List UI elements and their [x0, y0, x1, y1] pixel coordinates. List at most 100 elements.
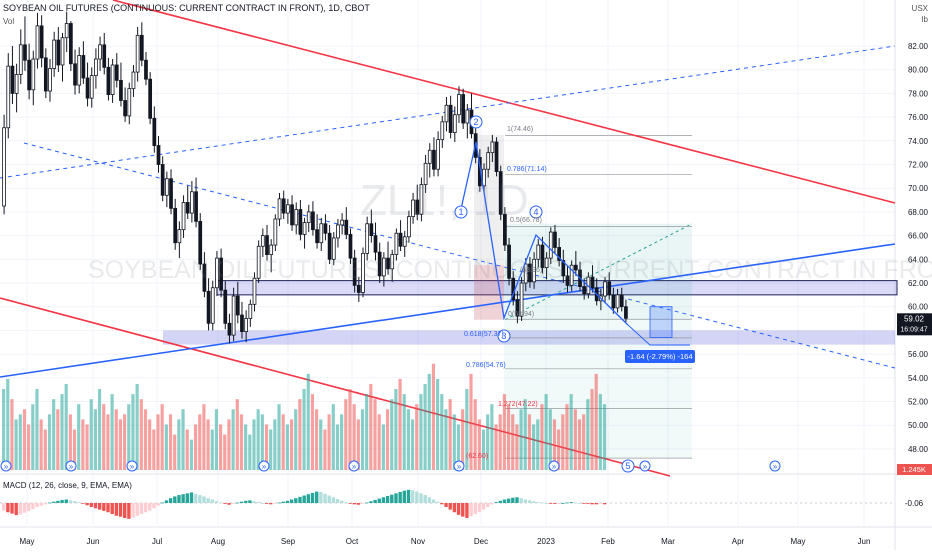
candle-body — [381, 257, 386, 277]
volume-bar — [323, 429, 327, 470]
volume-bar — [181, 409, 185, 470]
fib-label: 0.786(54.76) — [466, 362, 506, 369]
macd-bar — [298, 496, 302, 503]
volume-bar — [465, 389, 469, 470]
volume-bar — [289, 419, 294, 470]
event-marker-glyph: » — [4, 462, 9, 471]
time-tick-label: Dec — [474, 537, 488, 546]
candle-body — [532, 258, 536, 283]
macd-bar — [22, 503, 27, 513]
candle-body — [119, 79, 123, 101]
candle-body — [173, 207, 178, 244]
candle-body — [352, 257, 357, 286]
event-marker-icon — [548, 460, 560, 472]
price-tick-label: 60.00 — [908, 303, 929, 312]
event-marker-glyph: » — [773, 462, 778, 471]
macd-bar — [231, 503, 235, 504]
volume-bar — [185, 429, 189, 470]
price-tick-label: 76.00 — [908, 113, 929, 122]
candle-body — [336, 224, 340, 239]
time-tick-label: Jun — [858, 537, 871, 546]
macd-bar — [164, 500, 169, 503]
macd-bar — [452, 503, 457, 513]
macd-bar — [419, 493, 423, 503]
macd-bar — [27, 503, 31, 511]
macd-bar — [444, 503, 448, 507]
volume-bar — [310, 394, 314, 470]
volume-label: Vol — [3, 17, 15, 26]
volume-bar — [369, 383, 373, 470]
candle-body — [561, 260, 566, 277]
macd-bar — [252, 501, 256, 503]
volume-bar — [143, 409, 148, 470]
candle-body — [436, 139, 440, 170]
candle-body — [240, 314, 244, 332]
macd-bar — [244, 500, 248, 503]
candle-body — [390, 254, 395, 270]
price-tick-label: 70.00 — [908, 184, 929, 193]
volume-bar — [210, 429, 214, 470]
candle-body — [106, 66, 111, 95]
volume-bar — [515, 424, 519, 470]
macd-bar — [223, 503, 227, 504]
event-marker-icon — [258, 460, 270, 472]
candle-body — [494, 141, 499, 173]
macd-bar — [110, 503, 114, 514]
macd-bar — [185, 493, 189, 503]
volume-bar — [231, 409, 235, 470]
volume-bar — [481, 429, 486, 470]
macd-bar — [39, 503, 43, 506]
candle-body — [152, 117, 157, 146]
volume-bar — [423, 383, 427, 470]
candle-body — [457, 94, 461, 116]
macd-bar — [89, 503, 94, 507]
candle-body — [139, 34, 144, 61]
volume-bar — [319, 419, 323, 470]
candle-body — [490, 141, 495, 154]
candle-body — [123, 100, 127, 117]
macd-bar — [181, 494, 185, 503]
macd-bar — [573, 502, 578, 504]
candle-body — [536, 244, 541, 260]
volume-bar — [22, 409, 27, 470]
volume-bar — [56, 409, 60, 470]
candle-body — [206, 290, 211, 324]
volume-bar — [506, 404, 511, 470]
candle-body — [427, 149, 432, 164]
macd-bar — [515, 497, 519, 503]
measure-tag — [625, 350, 695, 363]
macd-value-label: -0.06 — [905, 499, 924, 508]
macd-bar — [327, 495, 331, 503]
candle-body — [482, 168, 486, 187]
candle-body — [135, 34, 140, 73]
macd-bar — [18, 503, 23, 515]
candle-body — [302, 222, 307, 235]
wave-label-circle — [454, 205, 468, 219]
macd-bar — [173, 496, 177, 503]
candle-body — [290, 204, 294, 226]
macd-bar — [227, 503, 231, 505]
price-tick-label: 62.00 — [908, 279, 929, 288]
volume-bar — [377, 414, 381, 470]
macd-bar — [527, 500, 532, 503]
macd-bar — [582, 503, 586, 504]
volume-bar — [502, 394, 506, 470]
macd-bar — [365, 502, 369, 504]
candle-body — [611, 294, 616, 309]
macd-bar — [498, 500, 502, 503]
macd-bar — [477, 503, 482, 512]
price-tick-label: 80.00 — [908, 66, 929, 75]
price-tick-label: 78.00 — [908, 89, 929, 98]
macd-bar — [456, 503, 461, 515]
macd-bar — [381, 497, 386, 503]
macd-bar — [10, 503, 14, 514]
macd-bar — [486, 503, 490, 507]
volume-bar — [239, 414, 244, 470]
volume-bar — [244, 424, 248, 470]
candle-body — [298, 209, 303, 235]
candle-body — [269, 244, 274, 255]
volume-bar — [264, 424, 269, 470]
volume-bar — [402, 394, 406, 470]
